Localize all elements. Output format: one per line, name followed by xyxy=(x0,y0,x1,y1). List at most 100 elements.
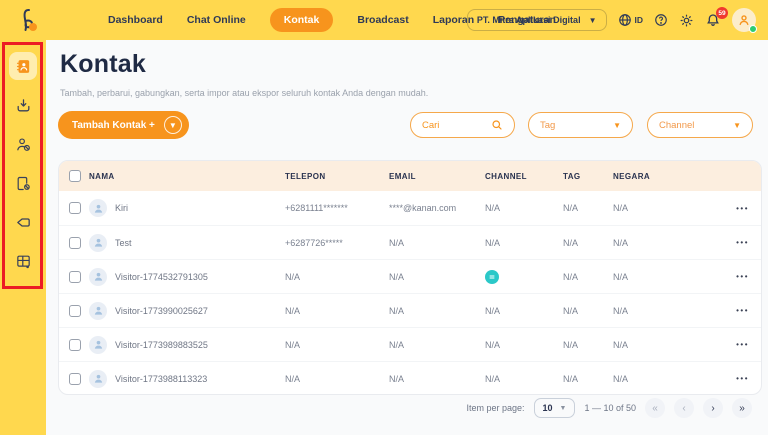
nav-item-dashboard[interactable]: Dashboard xyxy=(108,14,163,26)
row-actions-button[interactable]: ••• xyxy=(736,203,749,213)
bell-icon xyxy=(707,14,719,26)
sidebar-item-contacts[interactable] xyxy=(9,52,37,80)
contact-email: N/A xyxy=(389,305,405,316)
company-select[interactable]: PT. Mitra Aplikasi Digital ▼ xyxy=(466,9,607,31)
contact-telepon: +6281111******* xyxy=(285,203,348,213)
person-icon xyxy=(94,306,102,315)
select-all-checkbox[interactable] xyxy=(69,170,81,182)
contact-channel xyxy=(485,269,563,284)
column-header-channel: CHANNEL xyxy=(485,171,527,181)
contact-telepon: N/A xyxy=(285,339,301,350)
channel-filter-dropdown[interactable]: Channel ▼ xyxy=(647,112,753,138)
row-checkbox[interactable] xyxy=(69,236,81,249)
column-header-nama: NAMA xyxy=(89,171,115,181)
add-contact-dropdown[interactable]: ▼ xyxy=(163,116,182,134)
contact-tag: N/A xyxy=(563,339,579,350)
contact-name: Test xyxy=(115,237,132,248)
locale-label: ID xyxy=(634,15,644,25)
sidebar-item-import[interactable] xyxy=(9,91,37,119)
nav-item-pengaturan[interactable]: Pengaturan xyxy=(498,14,556,26)
sidebar-item-segments[interactable] xyxy=(9,247,37,275)
page-subtitle: Tambah, perbarui, gabungkan, serta impor… xyxy=(60,88,429,98)
sidebar-item-tags[interactable] xyxy=(9,208,37,236)
contact-name: Kiri xyxy=(115,203,128,213)
table-row: Visitor-1774532791305 N/A N/A N/A N/A ••… xyxy=(59,259,761,293)
contact-negara: N/A xyxy=(613,339,629,350)
theme-toggle[interactable] xyxy=(679,13,694,28)
contact-telepon: N/A xyxy=(285,271,301,282)
profile-avatar[interactable] xyxy=(732,8,757,33)
row-checkbox[interactable] xyxy=(69,270,81,283)
column-header-tag: TAG xyxy=(563,171,581,181)
chevron-down-icon: ▼ xyxy=(733,120,741,130)
row-checkbox[interactable] xyxy=(69,338,81,351)
items-per-page-select[interactable]: 10 ▼ xyxy=(533,398,576,418)
search-input[interactable]: Cari xyxy=(410,112,515,138)
import-tray-icon xyxy=(17,98,29,111)
row-actions-button[interactable]: ••• xyxy=(736,374,749,383)
contact-negara: N/A xyxy=(613,203,629,213)
add-contact-button[interactable]: Tambah Kontak + ▼ xyxy=(58,111,189,139)
page-title: Kontak xyxy=(60,50,146,78)
person-icon xyxy=(94,374,102,383)
nav-item-chat-online[interactable]: Chat Online xyxy=(186,14,246,26)
nav-item-kontak[interactable]: Kontak xyxy=(269,8,334,32)
contact-channel: N/A xyxy=(485,203,501,213)
contact-avatar xyxy=(89,335,107,354)
app-logo[interactable] xyxy=(16,7,42,33)
contact-tag: N/A xyxy=(563,237,579,248)
top-bar: Dashboard Chat Online Kontak Broadcast Lapor… xyxy=(0,0,768,40)
address-book-icon xyxy=(16,59,29,73)
sidebar-item-blocked-contacts[interactable] xyxy=(9,130,37,158)
table-header-row: NAMA TELEPON EMAIL CHANNEL TAG NEGARA xyxy=(59,161,761,191)
contact-telepon: N/A xyxy=(285,373,301,384)
contact-negara: N/A xyxy=(613,373,629,384)
sun-icon xyxy=(680,14,693,26)
nav-item-broadcast[interactable]: Broadcast xyxy=(357,14,409,26)
contact-negara: N/A xyxy=(613,237,629,248)
contact-tag: N/A xyxy=(563,305,579,316)
items-per-page-label: Item per page: xyxy=(466,403,525,413)
language-switcher[interactable]: ID xyxy=(618,13,644,27)
search-icon xyxy=(492,120,502,130)
next-page-button[interactable]: › xyxy=(703,398,723,418)
row-checkbox[interactable] xyxy=(69,304,81,317)
contact-email: N/A xyxy=(389,237,405,248)
row-actions-button[interactable]: ••• xyxy=(736,238,749,247)
column-header-telepon: TELEPON xyxy=(285,171,326,181)
table-row: Visitor-1773990025627 N/A N/A N/A N/A N/… xyxy=(59,293,761,327)
prev-page-button[interactable]: ‹ xyxy=(674,398,694,418)
row-actions-button[interactable]: ••• xyxy=(736,272,749,281)
pagination: Item per page: 10 ▼ 1 — 10 of 50 « ‹ › » xyxy=(466,396,752,420)
chevron-down-icon: ▼ xyxy=(613,120,621,130)
notification-badge: 59 xyxy=(716,7,728,19)
table-row: Test +6287726***** N/A N/A N/A N/A ••• xyxy=(59,225,761,259)
livechat-channel-icon xyxy=(485,269,499,284)
help-button[interactable] xyxy=(654,13,668,27)
search-placeholder: Cari xyxy=(422,119,440,131)
tag-icon xyxy=(16,217,30,227)
sidebar-item-blocked-files[interactable] xyxy=(9,169,37,197)
contact-avatar xyxy=(89,267,107,286)
row-checkbox[interactable] xyxy=(69,372,81,385)
contact-channel: N/A xyxy=(485,237,501,248)
row-actions-button[interactable]: ••• xyxy=(736,306,749,315)
row-checkbox[interactable] xyxy=(69,202,81,214)
notifications-button[interactable]: 59 xyxy=(705,7,728,28)
contact-name: Visitor-1773990025627 xyxy=(115,305,208,316)
contact-name: Visitor-1774532791305 xyxy=(115,271,208,282)
tag-filter-dropdown[interactable]: Tag ▼ xyxy=(528,112,633,138)
row-actions-button[interactable]: ••• xyxy=(736,340,749,349)
table-row: Visitor-1773989883525 N/A N/A N/A N/A N/… xyxy=(59,327,761,361)
person-icon xyxy=(94,272,102,281)
chevron-down-icon: ▼ xyxy=(559,404,567,412)
pagination-range: 1 — 10 of 50 xyxy=(584,403,636,413)
contact-name: Visitor-1773989883525 xyxy=(115,339,208,350)
contact-channel: N/A xyxy=(485,305,501,316)
last-page-button[interactable]: » xyxy=(732,398,752,418)
nav-item-laporan[interactable]: Laporan xyxy=(432,14,475,26)
table-row: Visitor-1773988113323 N/A N/A N/A N/A N/… xyxy=(59,361,761,394)
contact-channel: N/A xyxy=(485,339,501,350)
first-page-button[interactable]: « xyxy=(645,398,665,418)
contact-telepon: +6287726***** xyxy=(285,237,343,248)
